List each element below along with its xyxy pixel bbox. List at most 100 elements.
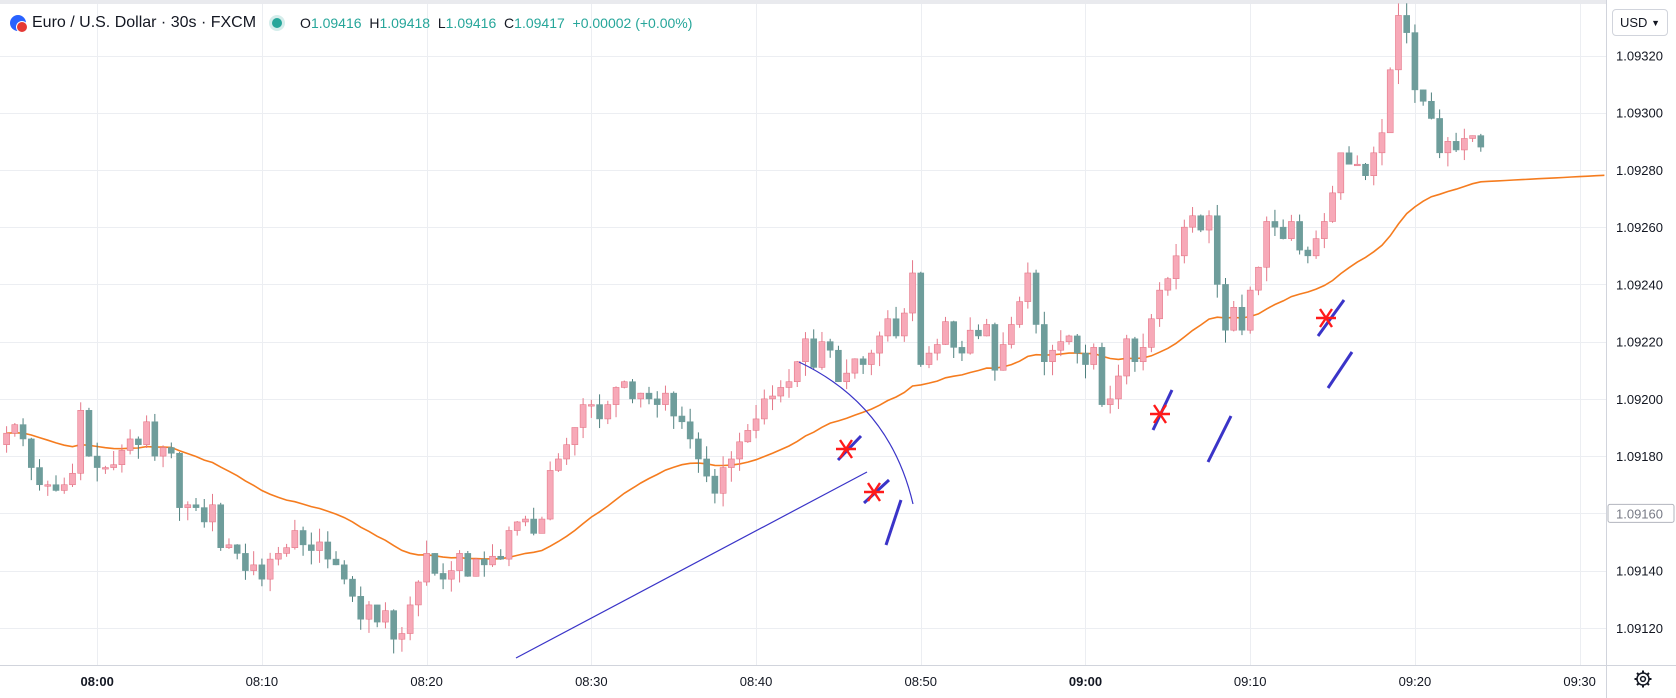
candle-body [1255, 266, 1262, 291]
candle-body [332, 558, 340, 566]
candle-body [917, 272, 925, 365]
settings-button[interactable] [1632, 668, 1654, 690]
candle-body [1197, 215, 1205, 231]
candle [711, 469, 719, 504]
star-stroke [867, 482, 881, 502]
candle-body [563, 444, 570, 460]
candle-body [1288, 221, 1295, 239]
candle-body [950, 321, 958, 348]
symbol-title[interactable]: Euro / U.S. Dollar · 30s · FXCM [32, 14, 257, 31]
candle [1477, 133, 1485, 152]
candle [612, 386, 620, 418]
candle-body [168, 447, 175, 454]
candle [242, 543, 249, 580]
time-tick-label: 08:30 [575, 674, 608, 689]
candle [93, 442, 101, 482]
candle-body [966, 329, 974, 354]
trendline[interactable] [515, 471, 868, 659]
candle-body [1016, 301, 1023, 325]
candle [390, 609, 397, 654]
candle-body [1403, 15, 1410, 33]
candle [818, 331, 826, 370]
candle [1131, 336, 1139, 372]
candle-body [192, 504, 200, 508]
chevron-down-icon: ▼ [1651, 18, 1660, 28]
candle-body [406, 604, 414, 634]
candle-body [1082, 352, 1089, 365]
candle [431, 553, 439, 576]
candle-body [777, 387, 785, 397]
candle-body [785, 381, 793, 388]
ray-segment[interactable] [1326, 351, 1354, 389]
candle [1403, 3, 1410, 44]
candle-body [1172, 255, 1180, 280]
candle [365, 601, 373, 633]
moving-average-line [6, 174, 1605, 560]
candle-body [27, 438, 35, 468]
candle-body [1123, 338, 1130, 377]
candle [275, 546, 282, 566]
candle-body [398, 633, 406, 640]
current-price-marker: 1.09160 [1607, 503, 1675, 523]
price-tick-label: 1.09140 [1616, 564, 1663, 579]
candle-body [933, 344, 941, 354]
candle [958, 340, 966, 362]
candle [448, 561, 455, 592]
candle-body [752, 418, 760, 431]
candle [1238, 294, 1246, 336]
arc-drawing[interactable] [798, 361, 914, 505]
candle [258, 558, 266, 587]
candle [760, 389, 768, 425]
candle-body [85, 410, 93, 457]
candle-body [1411, 32, 1419, 91]
candle [752, 404, 760, 439]
candle-body [1353, 163, 1361, 167]
ray-segment[interactable] [884, 499, 903, 546]
candle [991, 322, 999, 381]
candle-body [909, 272, 916, 314]
ray-segment[interactable] [1206, 415, 1233, 463]
candle-body [233, 544, 241, 554]
candle [340, 560, 348, 585]
candle-body [1477, 135, 1485, 148]
candle-body [135, 438, 142, 445]
open-label: O [300, 15, 311, 31]
candle [1016, 296, 1023, 328]
drawings[interactable] [515, 299, 1354, 659]
price-tick-label: 1.09200 [1616, 392, 1663, 407]
candle-body [1090, 347, 1098, 365]
candle [1024, 262, 1032, 309]
price-tick-label: 1.09280 [1616, 163, 1663, 178]
candle [555, 453, 562, 472]
candle [876, 331, 883, 367]
candle [406, 596, 414, 641]
candle [489, 544, 496, 567]
candle [1230, 301, 1238, 332]
candle-body [1181, 226, 1188, 257]
time-tick-label: 09:20 [1399, 674, 1432, 689]
time-axis[interactable] [0, 665, 1606, 698]
candle-body [1461, 138, 1468, 151]
candle-body [480, 558, 488, 566]
candle [1469, 135, 1476, 142]
candle [217, 502, 225, 551]
candle-body [44, 484, 52, 487]
candle-body [571, 427, 579, 445]
candle-body [670, 392, 677, 417]
candle [793, 360, 801, 387]
candle [645, 386, 653, 405]
candle-body [802, 338, 809, 362]
candle-body [1008, 324, 1015, 345]
candle-body [102, 467, 109, 470]
currency-select[interactable]: USD ▼ [1612, 9, 1668, 36]
candle [810, 329, 818, 370]
candle-body [851, 358, 859, 374]
candle-body [818, 341, 826, 368]
candle-body [225, 544, 233, 548]
candle-body [1073, 335, 1081, 354]
price-tick-label: 1.09320 [1616, 49, 1663, 64]
price-axis[interactable] [1606, 0, 1676, 698]
candle [884, 310, 892, 342]
candle [728, 451, 735, 482]
